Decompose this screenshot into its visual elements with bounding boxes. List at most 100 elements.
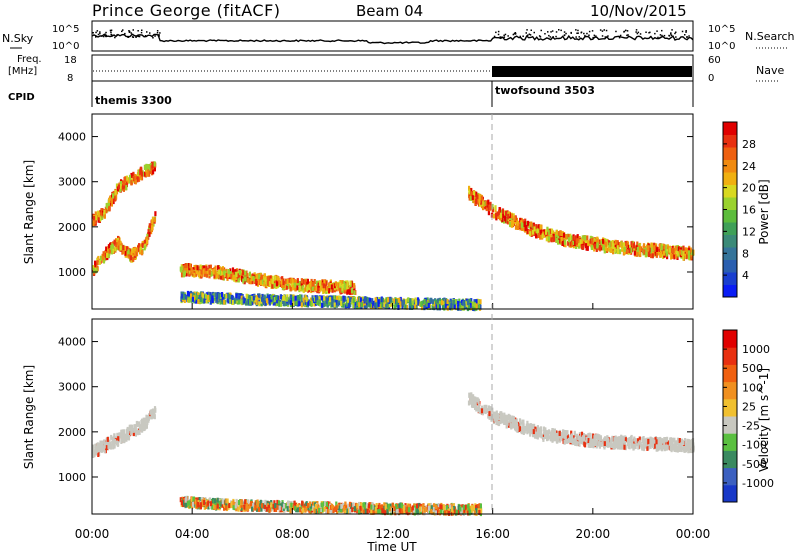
- data-cell: [679, 249, 682, 255]
- data-cell: [197, 299, 200, 304]
- data-cell: [682, 440, 685, 446]
- data-cell: [504, 418, 507, 423]
- data-cell: [353, 289, 356, 295]
- data-cell: [616, 240, 619, 246]
- data-cell: [99, 210, 102, 216]
- beam-title: Beam 04: [356, 2, 423, 20]
- data-cell: [577, 435, 580, 441]
- data-cell: [593, 246, 596, 252]
- data-cell: [199, 297, 202, 302]
- data-cell: [110, 201, 113, 207]
- data-cell: [220, 292, 224, 297]
- data-cell: [589, 440, 592, 446]
- data-cell: [127, 429, 130, 435]
- data-cell: [578, 435, 581, 441]
- data-cell: [457, 510, 460, 516]
- data-cell: [225, 268, 228, 274]
- data-cell: [327, 300, 331, 306]
- noise-search-dot: [563, 31, 566, 33]
- data-cell: [587, 438, 590, 443]
- data-cell: [146, 233, 149, 239]
- data-cell: [648, 247, 651, 253]
- data-cell: [349, 297, 352, 303]
- data-cell: [344, 303, 347, 309]
- data-cell: [331, 300, 334, 306]
- data-cell: [397, 304, 400, 310]
- data-cell: [415, 299, 418, 305]
- data-cell: [362, 509, 366, 515]
- data-cell: [105, 445, 108, 451]
- noise-search-dot: [507, 35, 509, 37]
- data-cell: [124, 245, 127, 251]
- data-cell: [346, 289, 349, 295]
- data-cell: [649, 248, 652, 254]
- noise-search-dot: [595, 35, 597, 37]
- data-cell: [197, 271, 200, 277]
- data-cell: [347, 288, 350, 294]
- data-cell: [152, 413, 155, 418]
- data-cell: [581, 238, 584, 244]
- noise-search-dot: [670, 32, 672, 34]
- freq-label-2: [MHz]: [8, 66, 37, 77]
- data-cell: [305, 278, 308, 284]
- noise-search-dot: [527, 34, 529, 36]
- data-cell: [660, 245, 663, 251]
- noise-search-dot: [626, 34, 628, 37]
- noise-search-dot: [675, 31, 677, 33]
- y-tick-label: 4000: [58, 131, 86, 144]
- freq-label-1: Freq.: [17, 54, 42, 65]
- data-cell: [286, 279, 289, 284]
- data-cell: [97, 452, 100, 457]
- data-cell: [581, 439, 584, 444]
- noise-search-dot: [135, 36, 137, 38]
- data-cell: [360, 302, 363, 308]
- data-cell: [587, 442, 590, 448]
- data-cell: [276, 499, 279, 505]
- data-cell: [269, 275, 272, 281]
- data-cell: [440, 508, 443, 514]
- data-cell: [250, 276, 253, 282]
- data-cell: [640, 443, 643, 449]
- data-cell: [599, 245, 602, 250]
- data-cell: [339, 280, 342, 285]
- data-cell: [203, 268, 206, 274]
- noise-search-dot: [99, 32, 101, 35]
- data-cell: [143, 239, 146, 245]
- data-cell: [229, 271, 232, 277]
- data-cell: [501, 416, 505, 422]
- data-cell: [282, 295, 285, 301]
- noise-right-tick-bottom: 10^0: [708, 41, 735, 52]
- data-cell: [229, 299, 232, 305]
- data-cell: [449, 304, 452, 310]
- data-cell: [221, 275, 224, 281]
- colorbar-swatch: [723, 247, 737, 260]
- noise-search-dot: [550, 31, 552, 33]
- data-cell: [650, 441, 653, 447]
- data-cell: [614, 442, 617, 448]
- noise-search-dot: [645, 31, 647, 33]
- noise-search-dot: [675, 36, 677, 38]
- data-cell: [235, 275, 238, 280]
- data-cell: [238, 504, 242, 510]
- data-cell: [106, 436, 109, 442]
- data-cell: [300, 302, 303, 308]
- data-cell: [625, 249, 628, 254]
- data-cell: [499, 411, 502, 417]
- data-cell: [119, 183, 122, 189]
- data-cell: [292, 301, 295, 307]
- colorbar-tick-label: 24: [742, 160, 756, 173]
- data-cell: [377, 504, 380, 510]
- data-cell: [93, 268, 96, 273]
- data-cell: [129, 255, 132, 261]
- data-cell: [503, 412, 506, 418]
- data-cell: [437, 503, 440, 508]
- data-cell: [151, 225, 154, 231]
- data-cell: [132, 248, 135, 254]
- data-cell: [238, 270, 241, 275]
- y-tick-label: 3000: [58, 176, 86, 189]
- data-cell: [555, 229, 558, 235]
- data-cell: [525, 423, 528, 429]
- data-cell: [386, 508, 389, 514]
- data-cell: [266, 281, 269, 286]
- data-cell: [197, 296, 200, 302]
